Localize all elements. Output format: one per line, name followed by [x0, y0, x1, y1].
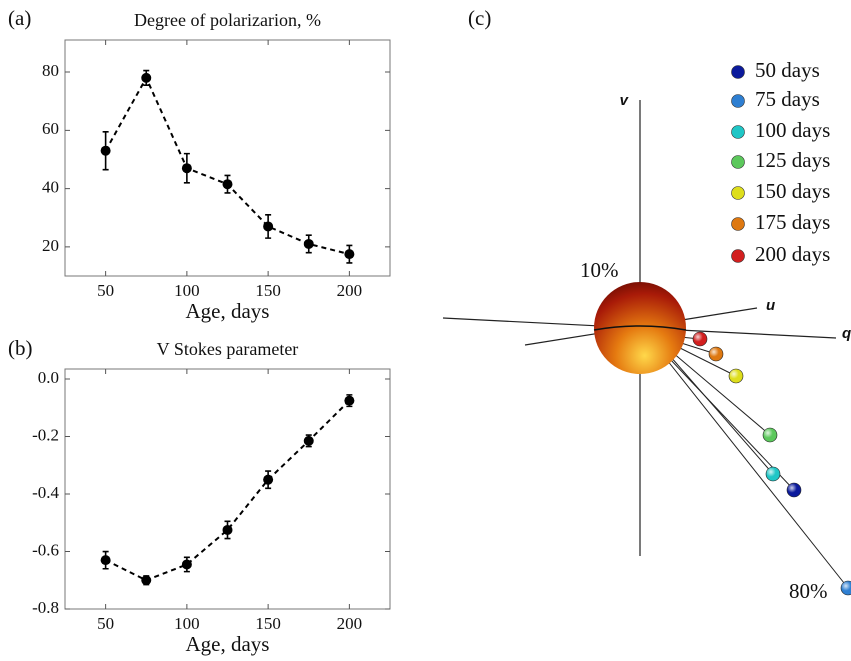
equator: [593, 325, 687, 331]
y-tick-label: 0.0: [38, 368, 59, 387]
legend-marker: [731, 217, 745, 231]
axis-label: u: [766, 297, 775, 314]
x-tick-label: 150: [255, 614, 281, 633]
legend-label: 125 days: [755, 148, 830, 172]
ball-shine: [841, 581, 851, 595]
ray: [669, 355, 774, 475]
legend-marker: [731, 249, 745, 263]
panel-label: (a): [8, 6, 31, 30]
marker: [263, 221, 274, 232]
y-tick-label: 20: [42, 236, 59, 255]
x-tick-label: 50: [97, 281, 114, 300]
panel-label: (c): [468, 6, 491, 30]
ball-shine: [766, 467, 780, 481]
marker: [303, 435, 314, 446]
data-line: [105, 399, 351, 582]
legend-marker: [731, 65, 745, 79]
rays: [666, 336, 849, 589]
data-line: [104, 75, 350, 256]
marker: [181, 163, 192, 174]
marker: [100, 145, 111, 156]
marker: [303, 238, 314, 249]
marker: [141, 575, 152, 586]
axis-label: v: [620, 92, 630, 109]
marker: [222, 179, 233, 190]
marker: [344, 395, 355, 406]
legend-marker: [731, 125, 745, 139]
x-tick-label: 200: [337, 614, 363, 633]
x-tick-label: 150: [255, 281, 281, 300]
marker: [222, 524, 233, 535]
legend-marker: [731, 155, 745, 169]
sphere: [594, 282, 686, 374]
ball-shine: [709, 347, 723, 361]
legend-label: 175 days: [755, 210, 830, 234]
y-tick-label: 60: [42, 119, 59, 138]
marker: [263, 474, 274, 485]
ray: [666, 359, 849, 589]
annotation: 80%: [789, 579, 828, 603]
y-tick-label: -0.6: [32, 540, 59, 559]
ball-shine: [693, 332, 707, 346]
panel-label: (b): [8, 336, 33, 360]
ball-shine: [729, 369, 743, 383]
y-tick-label: -0.8: [32, 598, 59, 617]
marker: [344, 249, 355, 260]
marker: [100, 555, 111, 566]
ray: [671, 351, 771, 436]
legend-label: 50 days: [755, 58, 820, 82]
x-tick-label: 100: [174, 281, 200, 300]
marker: [141, 72, 152, 83]
x-axis-label: Age, days: [186, 299, 270, 323]
legend-label: 75 days: [755, 87, 820, 111]
plot-frame: [64, 39, 391, 277]
legend-marker: [731, 94, 745, 108]
y-tick-label: 40: [42, 177, 59, 196]
chart-title: V Stokes parameter: [157, 339, 299, 359]
legend-label: 150 days: [755, 179, 830, 203]
x-tick-label: 50: [97, 614, 114, 633]
y-tick-label: -0.4: [32, 483, 59, 502]
x-tick-label: 100: [174, 614, 200, 633]
ray: [675, 345, 737, 377]
poincare-panel: (c) v u q 10% 80% 50 days 75 days 100 days…: [442, 6, 851, 603]
legend-marker: [731, 186, 745, 200]
legend-label: 200 days: [755, 242, 830, 266]
ball-shine: [763, 428, 777, 442]
x-tick-label: 200: [337, 281, 363, 300]
y-tick-label: -0.2: [32, 425, 59, 444]
marker: [181, 559, 192, 570]
x-axis-label: Age, days: [186, 632, 270, 656]
axis-label: q: [842, 325, 851, 342]
plot-frame: [64, 368, 391, 610]
annotation: 10%: [580, 258, 619, 282]
y-tick-label: 80: [42, 61, 59, 80]
legend-label: 100 days: [755, 118, 830, 142]
chart-title: Degree of polarizarion, %: [134, 10, 321, 30]
ball-shine: [787, 483, 801, 497]
